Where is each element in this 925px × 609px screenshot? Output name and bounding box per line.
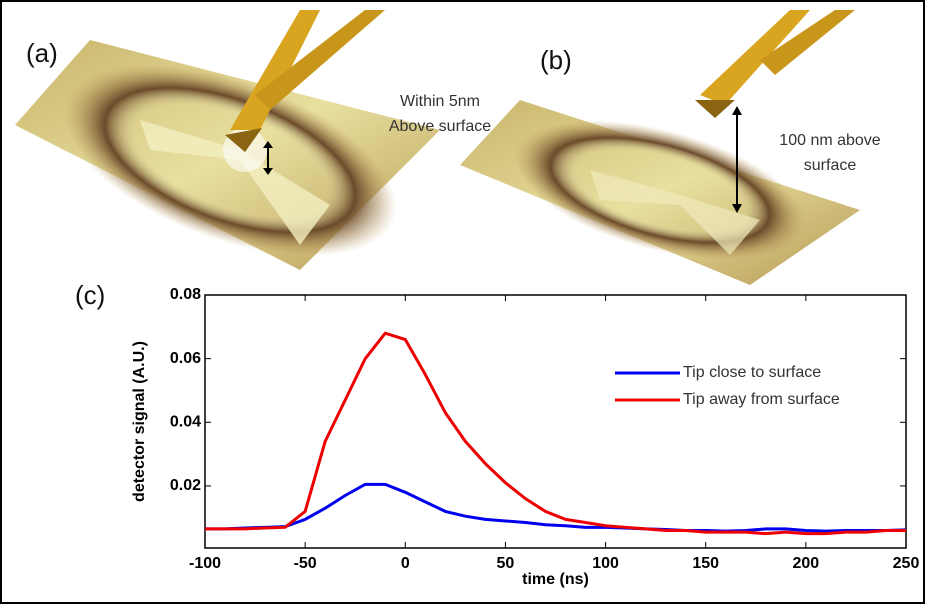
x-tick-label: -100 xyxy=(189,555,221,572)
x-axis-label: time (ns) xyxy=(522,571,589,588)
y-tick-label: 0.04 xyxy=(170,414,201,431)
panel-label: (a) xyxy=(26,38,58,68)
plot: -100 -50 0 50 100 150 200 250 0.02 0.04 0.06 0.08 ti… xyxy=(131,286,919,588)
y-tick-label: 0.02 xyxy=(170,477,201,494)
annotation: Above surface xyxy=(389,118,491,135)
plot-area xyxy=(205,295,906,548)
annotation: 100 nm above xyxy=(779,132,881,149)
x-tick-label: 50 xyxy=(497,555,515,572)
x-tick-label: 200 xyxy=(793,555,820,572)
y-axis-label: detector signal (A.U.) xyxy=(131,341,148,502)
x-tick-label: 150 xyxy=(692,555,719,572)
figure: (a) (b) (c) Within 5nm Above surface 100… xyxy=(0,0,925,604)
y-tick-label: 0.08 xyxy=(170,286,201,303)
legend-label: Tip away from surface xyxy=(683,391,840,408)
annotation: surface xyxy=(804,157,857,174)
panel-label: (b) xyxy=(540,45,572,75)
x-tick-label: 0 xyxy=(401,555,410,572)
x-tick-label: 250 xyxy=(893,555,920,572)
panel-label: (c) xyxy=(75,280,105,310)
annotation: Within 5nm xyxy=(400,93,480,110)
legend-label: Tip close to surface xyxy=(683,364,821,381)
surface-a xyxy=(15,10,440,295)
x-tick-label: -50 xyxy=(294,555,317,572)
x-tick-label: 100 xyxy=(592,555,619,572)
y-tick-label: 0.06 xyxy=(170,350,201,367)
